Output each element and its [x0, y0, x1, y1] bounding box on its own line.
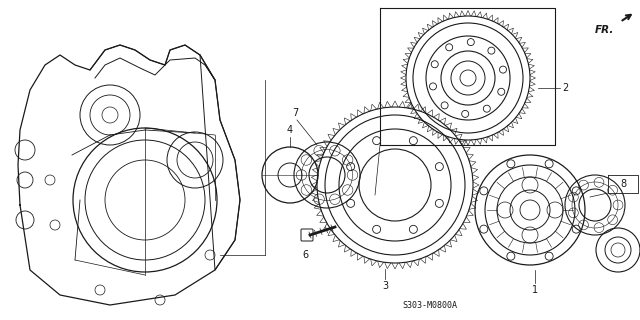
Text: 6: 6	[302, 250, 308, 260]
Text: FR.: FR.	[595, 25, 614, 35]
FancyBboxPatch shape	[301, 229, 313, 241]
Text: S303-M0800A: S303-M0800A	[403, 301, 458, 310]
Text: 8: 8	[620, 179, 626, 189]
Text: 2: 2	[562, 83, 568, 93]
Text: 1: 1	[532, 285, 538, 295]
Text: 7: 7	[292, 108, 298, 118]
Text: 3: 3	[382, 281, 388, 291]
Text: 4: 4	[287, 125, 293, 135]
